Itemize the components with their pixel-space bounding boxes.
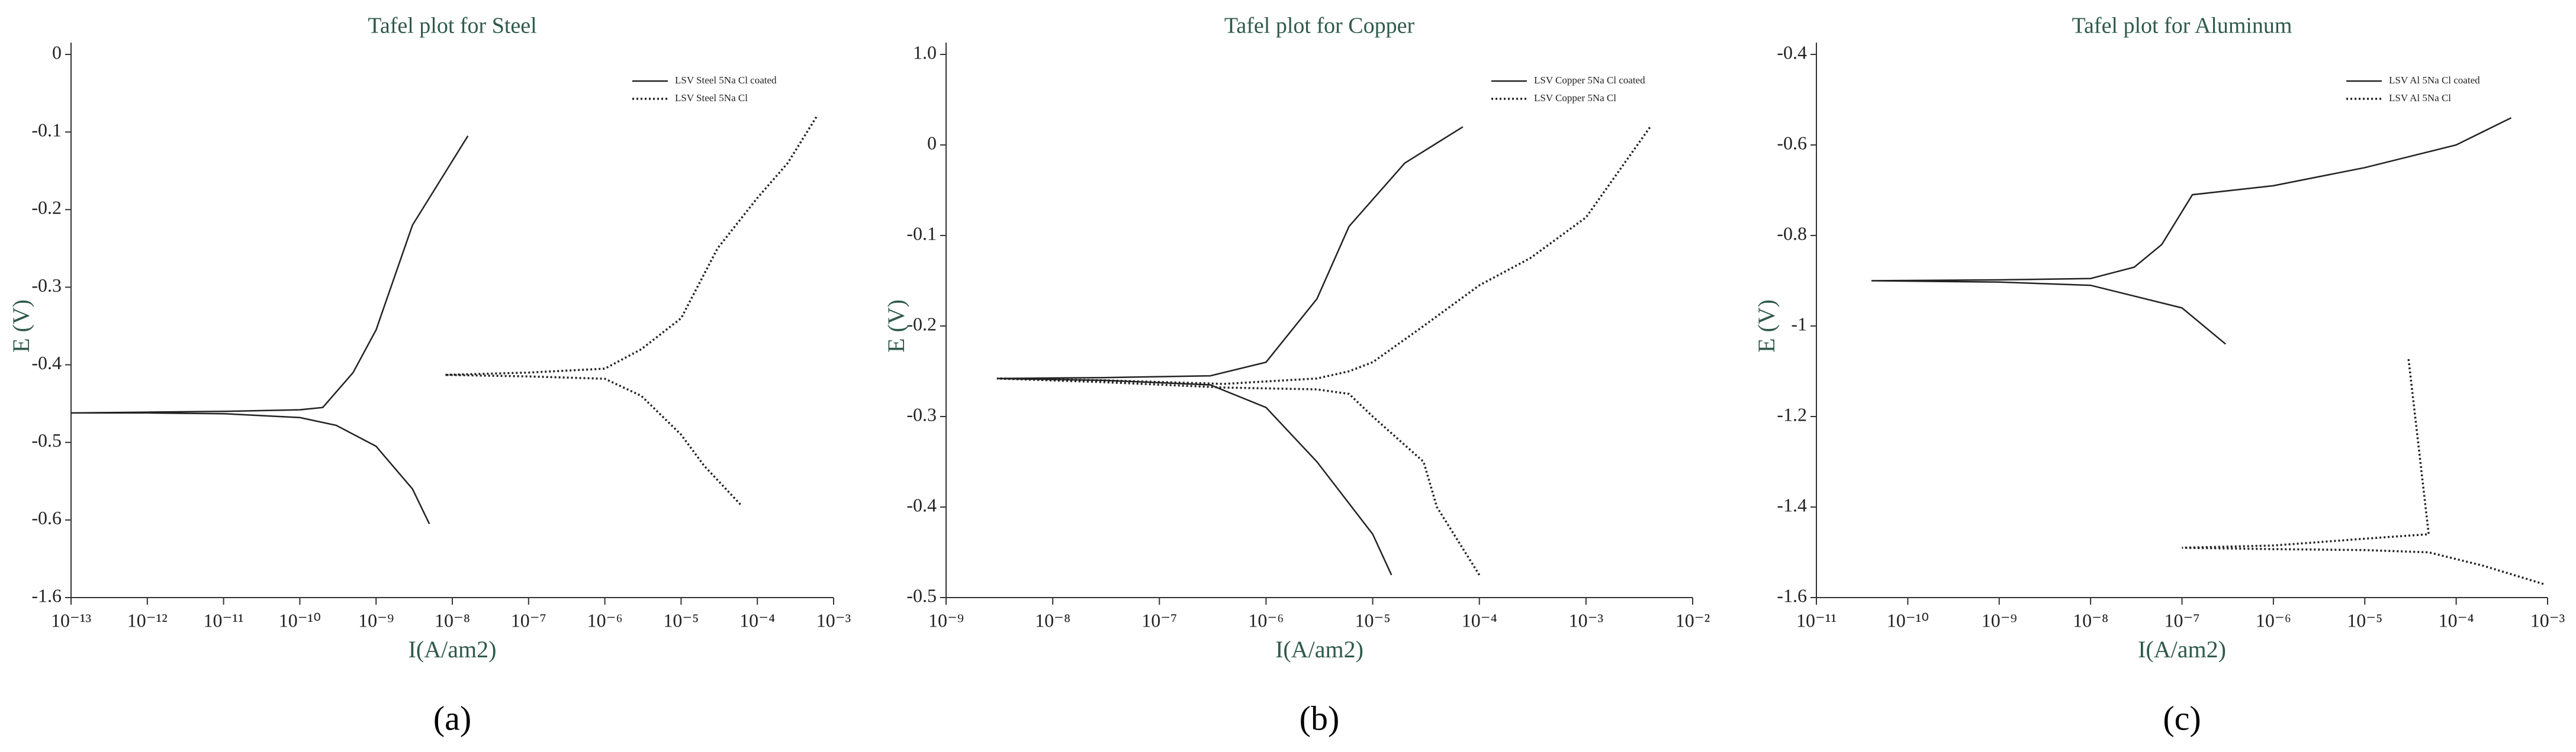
x-tick-label: 10⁻³ bbox=[816, 609, 851, 631]
y-tick-label: -1.6 bbox=[1777, 585, 1807, 606]
x-tick-label: 10⁻⁸ bbox=[2073, 609, 2108, 631]
y-tick-label: -0.4 bbox=[906, 494, 937, 515]
legend-label: LSV Al 5Na Cl bbox=[2389, 92, 2451, 104]
x-axis-label: I(A/am2) bbox=[2138, 636, 2226, 663]
x-tick-label: 10⁻⁵ bbox=[663, 609, 699, 631]
x-tick-label: 10⁻⁸ bbox=[1035, 609, 1070, 631]
panel-label: (c) bbox=[2163, 699, 2201, 737]
y-tick-label: -0.4 bbox=[1777, 41, 1807, 63]
x-tick-label: 10⁻⁴ bbox=[1462, 609, 1497, 631]
chart-panel: Tafel plot for Aluminum -0.4 -0.6 -0.8 -1 -1.… bbox=[1753, 14, 2565, 738]
y-tick-label: -0.2 bbox=[31, 197, 62, 218]
x-tick-label: 10⁻¹¹ bbox=[204, 609, 244, 631]
x-tick-label: 10⁻¹⁰ bbox=[279, 609, 321, 631]
x-tick-label: 10⁻⁶ bbox=[587, 609, 623, 631]
x-tick-label: 10⁻¹⁰ bbox=[1887, 609, 1929, 631]
x-tick-label: 10⁻⁴ bbox=[2439, 609, 2474, 631]
y-tick-label: -0.8 bbox=[1777, 222, 1807, 244]
x-tick-label: 10⁻¹³ bbox=[51, 609, 91, 631]
y-tick-label: -0.1 bbox=[906, 222, 937, 244]
y-tick-label: -0.1 bbox=[31, 119, 62, 140]
series-line bbox=[2182, 357, 2544, 585]
x-axis-label: I(A/am2) bbox=[409, 636, 497, 663]
y-tick-label: -0.6 bbox=[1777, 132, 1807, 153]
y-tick-label: -1.2 bbox=[1777, 404, 1807, 425]
x-tick-label: 10⁻⁶ bbox=[2256, 609, 2291, 631]
x-tick-label: 10⁻⁹ bbox=[358, 609, 394, 631]
x-tick-label: 10⁻⁷ bbox=[511, 609, 546, 631]
x-tick-label: 10⁻⁶ bbox=[1248, 609, 1284, 631]
y-tick-label: -1 bbox=[1791, 313, 1807, 334]
x-tick-label: 10⁻⁷ bbox=[1141, 609, 1177, 631]
y-axis-label: E (V) bbox=[883, 299, 909, 353]
y-tick-label: -0.3 bbox=[906, 404, 937, 425]
x-tick-label: 10⁻⁹ bbox=[928, 609, 964, 631]
x-tick-label: 10⁻⁷ bbox=[2164, 609, 2199, 631]
x-tick-label: 10⁻⁵ bbox=[2347, 609, 2382, 631]
legend-label: LSV Copper 5Na Cl coated bbox=[1534, 75, 1645, 86]
y-tick-label: -0.4 bbox=[31, 352, 62, 373]
y-axis-label: E (V) bbox=[8, 299, 34, 353]
x-tick-label: 10⁻¹² bbox=[127, 609, 168, 631]
series-line bbox=[70, 135, 469, 524]
y-tick-label: -0.2 bbox=[906, 313, 937, 334]
y-tick-label: -1.6 bbox=[31, 585, 62, 606]
y-axis-label: E (V) bbox=[1753, 299, 1780, 353]
series-line bbox=[445, 115, 818, 505]
x-tick-label: 10⁻⁴ bbox=[739, 609, 775, 631]
series-line bbox=[996, 126, 1651, 576]
x-tick-label: 10⁻³ bbox=[2530, 609, 2565, 631]
x-tick-label: 10⁻⁹ bbox=[1982, 609, 2017, 631]
y-tick-label: -0.5 bbox=[906, 585, 937, 606]
x-tick-label: 10⁻⁸ bbox=[435, 609, 470, 631]
series-line bbox=[1871, 117, 2512, 345]
chart-panel: Tafel plot for Copper 1.0 0 -0.1 -0.2 -0.3 -0.… bbox=[883, 14, 1710, 738]
legend-label: LSV Steel 5Na Cl coated bbox=[675, 75, 777, 86]
y-tick-label: -0.5 bbox=[31, 430, 62, 451]
series-line bbox=[996, 126, 1464, 576]
legend-label: LSV Copper 5Na Cl bbox=[1534, 92, 1616, 104]
y-tick-label: 0 bbox=[52, 41, 62, 63]
y-tick-label: -0.6 bbox=[31, 507, 62, 528]
panel-label: (b) bbox=[1300, 699, 1340, 737]
chart-panel: Tafel plot for Steel 0 -0.1 -0.2 -0.3 -0.4 -0.… bbox=[8, 14, 851, 738]
x-axis-label: I(A/am2) bbox=[1275, 636, 1363, 663]
x-tick-label: 10⁻³ bbox=[1569, 609, 1603, 631]
chart-title: Tafel plot for Copper bbox=[1224, 14, 1415, 38]
x-tick-label: 10⁻⁵ bbox=[1355, 609, 1391, 631]
panel-label: (a) bbox=[433, 699, 471, 737]
y-tick-label: -0.3 bbox=[31, 275, 62, 296]
y-tick-label: 1.0 bbox=[913, 41, 937, 63]
y-tick-label: -1.4 bbox=[1777, 494, 1807, 515]
x-tick-label: 10⁻¹¹ bbox=[1796, 609, 1837, 631]
legend-label: LSV Steel 5Na Cl bbox=[675, 92, 748, 104]
chart-title: Tafel plot for Steel bbox=[368, 14, 536, 38]
chart-title: Tafel plot for Aluminum bbox=[2072, 14, 2292, 38]
legend-label: LSV Al 5Na Cl coated bbox=[2389, 75, 2480, 86]
y-tick-label: 0 bbox=[927, 132, 937, 153]
x-tick-label: 10⁻² bbox=[1675, 609, 1710, 631]
